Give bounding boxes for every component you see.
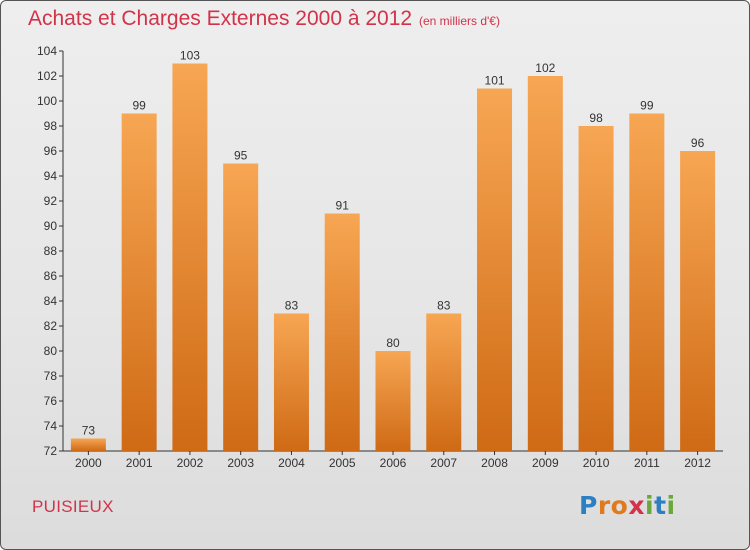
value-label: 91 xyxy=(336,199,350,213)
value-label: 73 xyxy=(82,424,96,438)
x-tick-label: 2002 xyxy=(177,456,204,470)
y-tick-label: 90 xyxy=(44,219,58,233)
y-tick-label: 76 xyxy=(44,394,58,408)
y-tick-label: 102 xyxy=(37,69,57,83)
y-tick-label: 78 xyxy=(44,369,58,383)
bar xyxy=(223,163,259,451)
bar xyxy=(121,113,157,451)
bar xyxy=(172,63,208,451)
value-label: 102 xyxy=(535,61,555,75)
value-label: 103 xyxy=(180,49,200,63)
value-label: 98 xyxy=(589,111,603,125)
value-label: 83 xyxy=(285,299,299,313)
chart-subtitle: (en milliers d'€) xyxy=(419,14,500,28)
y-tick-label: 86 xyxy=(44,269,58,283)
logo-letter: t xyxy=(654,491,667,520)
bar xyxy=(70,438,106,451)
y-tick-label: 72 xyxy=(44,444,58,458)
bar xyxy=(426,313,462,451)
logo-letter: x xyxy=(628,491,645,520)
bar xyxy=(375,351,411,451)
commune-name: PUISIEUX xyxy=(32,497,114,516)
x-tick-label: 2005 xyxy=(329,456,356,470)
y-tick-label: 98 xyxy=(44,119,58,133)
value-label: 99 xyxy=(132,99,146,113)
value-label: 99 xyxy=(640,99,654,113)
x-tick-label: 2012 xyxy=(684,456,711,470)
y-tick-label: 80 xyxy=(44,344,58,358)
logo-letter: i xyxy=(666,491,676,520)
logo-letter: r xyxy=(597,491,611,520)
x-tick-label: 2003 xyxy=(227,456,254,470)
y-tick-label: 104 xyxy=(37,44,57,58)
bar xyxy=(324,213,360,451)
value-label: 96 xyxy=(691,136,705,150)
x-tick-label: 2010 xyxy=(583,456,610,470)
x-tick-label: 2011 xyxy=(634,456,660,470)
y-tick-label: 74 xyxy=(44,419,58,433)
x-tick-label: 2000 xyxy=(75,456,102,470)
bar xyxy=(527,76,563,451)
x-tick-label: 2008 xyxy=(481,456,508,470)
y-tick-label: 84 xyxy=(44,294,58,308)
y-tick-label: 96 xyxy=(44,144,58,158)
value-label: 95 xyxy=(234,149,248,163)
x-tick-label: 2006 xyxy=(380,456,407,470)
y-tick-label: 88 xyxy=(44,244,58,258)
value-label: 83 xyxy=(437,299,451,313)
proxiti-logo: Proxiti xyxy=(579,491,676,520)
logo-letter: i xyxy=(645,491,655,520)
logo-letter: o xyxy=(610,491,629,520)
y-tick-label: 94 xyxy=(44,169,58,183)
value-label: 80 xyxy=(386,336,400,350)
logo-letter: P xyxy=(579,491,598,520)
bar xyxy=(680,151,716,451)
x-tick-label: 2009 xyxy=(532,456,559,470)
bar xyxy=(629,113,665,451)
bar xyxy=(578,126,614,451)
y-tick-label: 92 xyxy=(44,194,58,208)
bars xyxy=(70,63,716,451)
x-tick-label: 2004 xyxy=(278,456,305,470)
y-tick-label: 100 xyxy=(37,94,57,108)
bar xyxy=(477,88,513,451)
value-label: 101 xyxy=(485,74,505,88)
x-tick-label: 2007 xyxy=(430,456,457,470)
x-tick-label: 2001 xyxy=(126,456,153,470)
chart-title: Achats et Charges Externes 2000 à 2012 xyxy=(28,7,413,30)
y-tick-label: 82 xyxy=(44,319,58,333)
bar xyxy=(273,313,309,451)
labels: 73 99 103 95 83 91 80 83 101 102 98 99 96 xyxy=(82,49,705,438)
